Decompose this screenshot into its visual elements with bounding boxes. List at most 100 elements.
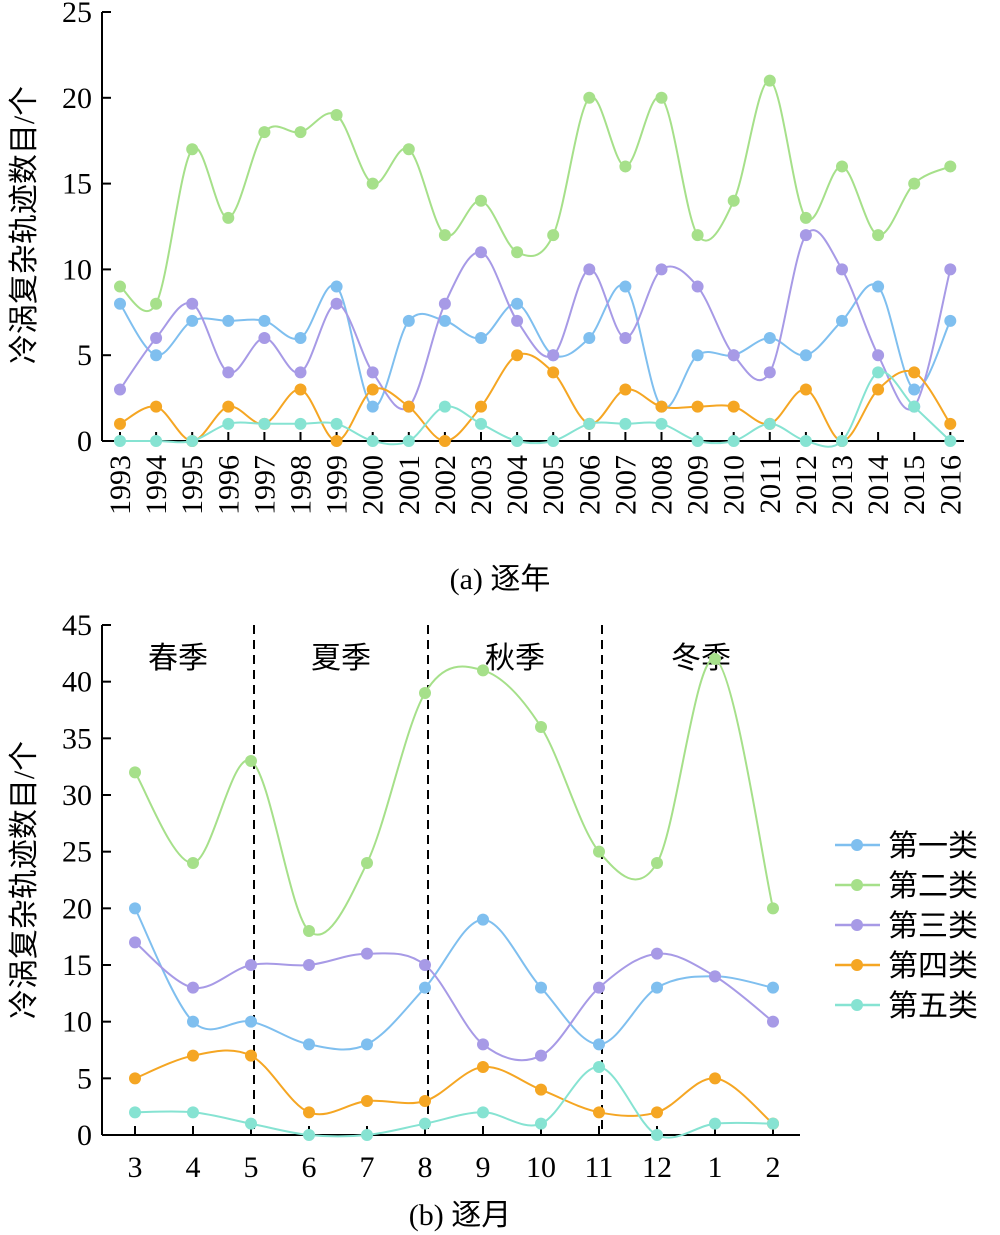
panel-a-series-4-point	[655, 400, 668, 413]
panel-b-y-tick-label: 30	[62, 779, 92, 812]
panel-a-series-3-point	[330, 297, 343, 310]
panel-b-series-5-point	[419, 1117, 431, 1130]
panel-a-y-tick-label: 25	[62, 0, 92, 29]
panel-a-series-2-point	[583, 91, 596, 104]
panel-b-series-3-point	[593, 981, 605, 994]
panel-a-series-2-point	[763, 74, 776, 87]
panel-a-series-5-point	[222, 417, 235, 430]
panel-a-x-tick-label: 2010	[718, 455, 751, 515]
panel-b-x-tick-label: 10	[526, 1151, 556, 1184]
legend-item: 第三类	[835, 910, 978, 943]
legend-item: 第四类	[835, 950, 978, 983]
panel-b-series-3-point	[535, 1049, 547, 1062]
panel-a-series-2-point	[150, 297, 163, 310]
panel-b-series-3-point	[709, 970, 721, 983]
panel-a-series-2-line	[119, 79, 951, 313]
panel-b-y-tick-label: 40	[62, 666, 92, 699]
panel-a-series-1-point	[402, 314, 415, 327]
panel-a-series-2-point	[294, 126, 307, 139]
panel-a-x-tick-label: 2004	[501, 455, 534, 515]
panel-a-series-5-point	[258, 417, 271, 430]
panel-a-series-2-point	[366, 177, 379, 190]
panel-a-series-3-point	[944, 263, 957, 276]
legend-swatch-marker	[851, 839, 863, 851]
panel-a-series-1-point	[150, 349, 163, 362]
panel-a-x-tick-label: 2001	[393, 455, 426, 515]
panel-a-series-5-point	[763, 417, 776, 430]
panel-b-series-2-line	[134, 657, 774, 936]
panel-b-y-tick-label: 0	[77, 1119, 92, 1152]
panel-a-series-3-point	[114, 383, 126, 396]
panel-a-series-1-point	[763, 332, 776, 345]
panel-a-x-tick-label: 2003	[465, 455, 498, 515]
panel-b-series-1-line	[134, 907, 774, 1051]
panel-b-series-3-point	[419, 959, 431, 971]
panel-a-series-1-point	[619, 280, 632, 293]
panel-b-series-2-point	[245, 755, 257, 767]
panel-b-series-1-point	[361, 1038, 373, 1051]
panel-a-series-4-point	[727, 400, 740, 413]
panel-b-series-2-point	[187, 857, 199, 869]
panel-a-series-1-point	[475, 332, 487, 345]
panel-a-series-5-point	[872, 366, 885, 379]
season-label: 秋季	[485, 642, 545, 675]
panel-a-series-2-point	[222, 211, 235, 224]
legend-item: 第一类	[835, 830, 978, 863]
legend-swatch-marker	[851, 879, 863, 891]
panel-b-series-3-point	[129, 936, 141, 949]
panel-b-series-2-point	[129, 766, 141, 779]
panel-b-series-3	[129, 936, 779, 1062]
panel-a-series-4-point	[366, 383, 379, 396]
panel-b-y-tick-label: 15	[62, 949, 92, 982]
panel-a-series	[114, 74, 957, 448]
panel-b-series-1-point	[593, 1038, 605, 1051]
panel-a-series-2-point	[547, 229, 560, 242]
panel-a-series-3-point	[763, 366, 776, 379]
panel-a-series-1-point	[583, 332, 596, 345]
panel-a-series-5-point	[727, 435, 740, 447]
panel-a-series-3-point	[366, 366, 379, 379]
panel-b-series-2-point	[361, 857, 373, 869]
panel-a-series-4-point	[799, 383, 812, 396]
panel-a-series-5-point	[944, 435, 957, 447]
panel-a-x-tick-label: 2002	[429, 455, 462, 515]
panel-b-series-4-point	[187, 1049, 199, 1062]
season-label: 冬季	[671, 642, 731, 675]
panel-a-series-4-point	[511, 349, 524, 362]
legend-swatch-marker	[851, 999, 863, 1011]
panel-a-x-tick-label: 2007	[609, 455, 642, 515]
panel-a-caption: (a) 逐年	[450, 563, 551, 596]
panel-b-season-labels: 春季 夏季 秋季 冬季	[148, 642, 731, 675]
legend-item: 第二类	[835, 870, 978, 903]
panel-b-y-tick-label: 35	[62, 722, 92, 755]
panel-a-series-4-point	[475, 400, 487, 413]
panel-b-x-tick-label: 9	[476, 1151, 491, 1184]
panel-b-y-ticks: 0 5 10 15 20 25 30 35 40 45	[62, 609, 111, 1152]
panel-a-series-4-point	[547, 366, 560, 379]
panel-a-series-5-point	[547, 435, 560, 447]
panel-a-series-2-point	[258, 126, 271, 139]
panel-a-series-2-point	[691, 229, 704, 242]
panel-a-y-ticks: 0 5 10 15 20 25	[62, 0, 111, 458]
panel-a-series-5-point	[438, 400, 451, 413]
panel-b-series-5-point	[303, 1129, 315, 1141]
panel-a-series-2-point	[438, 229, 451, 242]
panel-b-y-tick-label: 5	[77, 1062, 92, 1095]
panel-a-series-4-point	[908, 366, 921, 379]
panel-a-series-1-point	[438, 314, 451, 327]
panel-a-series-3-point	[511, 314, 524, 327]
panel-a-series-4-point	[691, 400, 704, 413]
panel-a-series-4-point	[619, 383, 632, 396]
panel-a-y-tick-label: 5	[77, 339, 92, 372]
panel-b-x-tick-label: 8	[418, 1151, 433, 1184]
panel-b-season-dividers	[253, 625, 603, 1135]
panel-b-series-1	[129, 902, 779, 1051]
panel-a-series-2-point	[836, 160, 848, 173]
panel-b-x-tick-label: 2	[766, 1151, 781, 1184]
panel-a-x-tick-label: 2015	[898, 455, 931, 515]
panel-a-y-tick-label: 0	[77, 425, 92, 458]
panel-b-series-4-point	[593, 1106, 605, 1119]
panel-a-series-5-point	[114, 435, 126, 447]
panel-a-series-5-point	[294, 417, 307, 430]
panel-a-series-4-point	[872, 383, 885, 396]
